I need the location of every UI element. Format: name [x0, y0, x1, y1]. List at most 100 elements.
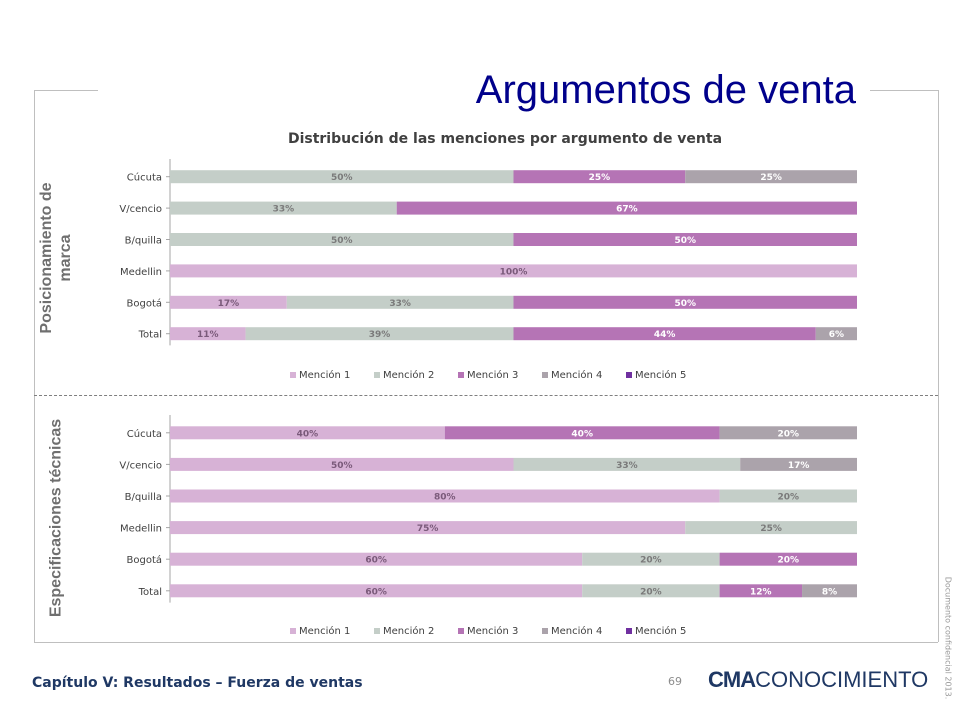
chart-0-data-label: 50%	[331, 236, 353, 246]
chart-0-category-label: Medellin	[120, 267, 162, 278]
chart-1-category-label: V/cencio	[119, 460, 162, 471]
chart-1-category-label: Bogotá	[127, 554, 163, 566]
chart-1-data-label: 20%	[640, 587, 662, 597]
chart-1-bar-segment	[719, 552, 857, 566]
chart-1-legend-label: Mención 5	[635, 625, 686, 637]
chart-0-category-label: V/cencio	[119, 204, 162, 215]
chart-1-data-label: 20%	[778, 556, 800, 566]
chart-1-category-label: B/quilla	[125, 492, 162, 503]
chart-1-bar-segment	[170, 552, 583, 566]
chart-1-data-label: 8%	[822, 587, 837, 597]
chart-0-legend-swatch	[374, 372, 380, 378]
chart-0-legend-label: Mención 2	[383, 369, 434, 381]
chart-1-data-label: 60%	[365, 587, 387, 597]
chart-0-bar-segment	[513, 327, 816, 341]
chart-0-data-label: 100%	[500, 267, 528, 277]
chart-1-bar-segment	[170, 426, 445, 440]
chart-1-legend-swatch	[626, 628, 632, 634]
logo-bold-text: CMA	[708, 667, 756, 692]
chart-0-category-label: Cúcuta	[127, 172, 162, 184]
chart-1-bar-segment	[444, 426, 720, 440]
chart-0-data-label: 25%	[760, 173, 782, 183]
chart-1-data-label: 50%	[331, 461, 353, 471]
chart-1-bar-segment	[170, 521, 686, 535]
chart-1-legend-label: Mención 3	[467, 625, 518, 637]
chart-0-data-label: 39%	[369, 330, 391, 340]
chart-1-bar-segment	[170, 457, 514, 471]
chart-1-category-label: Cúcuta	[127, 428, 162, 440]
section-divider	[34, 395, 938, 396]
chart-1-bar-segment	[582, 584, 720, 598]
chart-1-data-label: 17%	[788, 461, 810, 471]
chart-0-bar-segment	[815, 327, 857, 341]
logo-light-text: CONOCIMIENTO	[755, 667, 929, 692]
chart-1-bar-segment	[170, 584, 583, 598]
chart-1-legend-label: Mención 1	[299, 625, 350, 637]
chart-0-bar-segment	[245, 327, 514, 341]
chart-1-data-label: 60%	[365, 556, 387, 566]
chart-1-legend-swatch	[458, 628, 464, 634]
chart-0-bar-segment	[685, 170, 857, 184]
chart-0-data-label: 25%	[589, 173, 611, 183]
chart-0-bar-segment	[170, 327, 246, 341]
slide-title: Argumentos de venta	[471, 64, 860, 116]
chart-0-data-label: 33%	[389, 299, 411, 309]
chart-1-bar-segment	[685, 521, 857, 535]
chart-1-data-label: 20%	[778, 493, 800, 503]
chart-0-bar-segment	[513, 170, 686, 184]
chart-0-data-label: 50%	[331, 173, 353, 183]
chart-0-data-label: 11%	[197, 330, 219, 340]
chart-1-bar-segment	[719, 426, 857, 440]
chart-0-data-label: 17%	[218, 299, 240, 309]
chart-1-legend-label: Mención 4	[551, 625, 602, 637]
chart-1-category-label: Medellin	[120, 524, 162, 535]
frame-right	[938, 90, 939, 642]
chart-0-bar-segment	[170, 295, 287, 309]
chart-0-bar-segment	[170, 264, 857, 278]
chart-1-category-label: Total	[138, 587, 162, 598]
footer-chapter: Capítulo V: Resultados – Fuerza de venta…	[32, 675, 363, 691]
frame-top-right	[870, 90, 938, 91]
chart-1-legend-label: Mención 2	[383, 625, 434, 637]
page-number: 69	[668, 675, 682, 688]
frame-left	[34, 90, 35, 642]
chart-1-legend-swatch	[290, 628, 296, 634]
frame-bottom	[34, 642, 938, 643]
chart-0-legend-swatch	[626, 372, 632, 378]
chart-0-bar-segment	[286, 295, 514, 309]
chart-1-data-label: 75%	[417, 524, 439, 534]
chart-0-bar-segment	[170, 201, 397, 215]
chart-0-data-label: 50%	[674, 236, 696, 246]
chart-1-data-label: 80%	[434, 493, 456, 503]
chart-1-data-label: 25%	[760, 524, 782, 534]
chart-0-category-label: Total	[138, 330, 162, 341]
chart-1-bar-segment	[582, 552, 720, 566]
chart-0-data-label: 33%	[273, 205, 295, 215]
chart-1-bar-segment	[719, 489, 857, 503]
chart-1-data-label: 33%	[616, 461, 638, 471]
chart-0-bar-segment	[513, 233, 857, 246]
chart-0-bar-segment	[396, 201, 857, 215]
chart-1-data-label: 12%	[750, 587, 772, 597]
chart-0-legend-swatch	[290, 372, 296, 378]
chart-1-bar-segment	[802, 584, 857, 598]
chart-1-data-label: 40%	[571, 429, 593, 439]
chart-0-legend-swatch	[542, 372, 548, 378]
chart-1-data-label: 20%	[640, 556, 662, 566]
chart-0-data-label: 50%	[674, 299, 696, 309]
chart-1-data-label: 40%	[297, 429, 319, 439]
frame-top-left	[34, 90, 98, 91]
chart-1-bar-segment	[719, 584, 803, 598]
chart-0-legend-label: Mención 3	[467, 369, 518, 381]
chart-0-data-label: 6%	[829, 330, 844, 340]
chart-0-legend-label: Mención 4	[551, 369, 602, 381]
chart-1-data-label: 20%	[778, 429, 800, 439]
chart-0-legend-label: Mención 1	[299, 369, 350, 381]
chart-1-legend-swatch	[374, 628, 380, 634]
chart-0-data-label: 44%	[654, 330, 676, 340]
confidential-note: Documento confidencial 2013.	[943, 576, 953, 700]
chart-1-bar-segment	[170, 489, 720, 503]
chart-0-bar-segment	[170, 170, 514, 184]
chart-title: Distribución de las menciones por argume…	[287, 131, 723, 147]
chart-0-bar-segment	[170, 233, 514, 246]
